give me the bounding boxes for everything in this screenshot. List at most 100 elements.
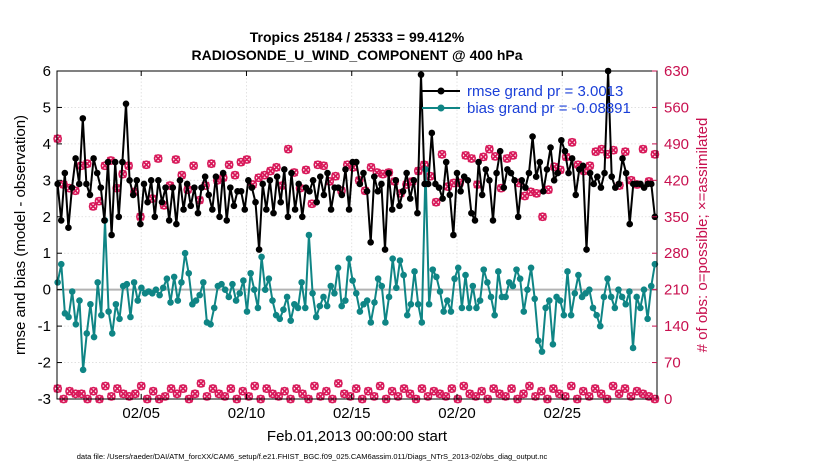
rmse-point: [79, 115, 87, 122]
bias-point: [556, 297, 564, 304]
rmse-point: [144, 198, 151, 206]
obs-possible-marker: [578, 386, 588, 396]
bias-point: [451, 275, 458, 283]
bias-point: [436, 288, 444, 295]
obs-top-point: [230, 170, 240, 180]
rmse-point: [619, 155, 626, 162]
obs-possible-marker: [178, 384, 188, 393]
bias-point: [593, 311, 600, 319]
obs-possible-marker: [292, 384, 301, 393]
obs-possible-marker: [471, 391, 481, 401]
x-tick-label: 02/15: [333, 405, 371, 422]
bias-point: [418, 319, 426, 326]
bias-point: [156, 291, 163, 299]
obs-bottom-point: [196, 378, 206, 388]
obs-possible-marker: [417, 384, 427, 393]
rmse-point: [72, 155, 79, 162]
bias-point: [542, 304, 549, 312]
rmse-point: [374, 187, 382, 195]
obs-possible-marker: [220, 391, 230, 401]
obs-assimilated-marker: [189, 161, 198, 170]
rmse-point: [363, 187, 371, 195]
bias-point: [447, 308, 455, 315]
obs-assimilated-marker: [272, 163, 281, 172]
obs-assimilated-marker: [230, 171, 240, 180]
rmse-point: [457, 187, 464, 195]
rmse-point: [442, 158, 450, 166]
bias-point: [327, 282, 335, 290]
rmse-point: [281, 166, 288, 173]
obs-assimilated-marker: [609, 381, 618, 391]
bias-point: [626, 288, 633, 295]
rmse-point: [230, 202, 238, 210]
rmse-point: [194, 209, 202, 217]
obs-assimilated-marker: [508, 151, 518, 160]
obs-top-point: [301, 165, 311, 175]
rmse-point: [561, 147, 569, 155]
rmse-point: [424, 180, 432, 188]
y2-tick-label: 560: [664, 99, 689, 116]
bias-point: [123, 280, 131, 288]
obs-top-point: [272, 162, 281, 172]
rmse-point: [446, 191, 454, 199]
bias-point: [200, 279, 207, 286]
x-tick-label: 02/10: [228, 405, 266, 422]
bias-point: [83, 330, 91, 337]
bias-point: [232, 297, 240, 304]
obs-possible-marker: [567, 137, 577, 147]
obs-possible-marker: [638, 144, 648, 154]
obs-possible-marker: [501, 391, 510, 401]
obs-possible-marker: [363, 386, 373, 396]
rmse-point: [554, 169, 562, 177]
bias-point: [243, 308, 251, 315]
obs-assimilated-marker: [538, 212, 547, 221]
obs-possible-marker: [206, 159, 216, 169]
obs-top-point: [224, 160, 234, 170]
obs-possible-marker: [393, 391, 403, 401]
obs-possible-marker: [148, 386, 158, 396]
rmse-point: [83, 180, 90, 188]
obs-possible-marker: [226, 384, 236, 393]
obs-possible-marker: [331, 171, 340, 181]
rmse-point: [219, 169, 227, 177]
obs-possible-marker: [224, 160, 234, 170]
rmse-point: [392, 177, 400, 184]
rmse-point: [378, 180, 385, 188]
bias-point: [170, 273, 178, 281]
rmse-point: [507, 169, 515, 177]
bias-point: [633, 293, 640, 301]
rmse-point: [403, 169, 410, 177]
rmse-point: [295, 180, 302, 188]
rmse-point: [291, 206, 299, 213]
rmse-point: [180, 206, 187, 213]
obs-bottom-point: [525, 381, 534, 391]
rmse-point: [75, 180, 83, 188]
bias-point: [640, 286, 648, 293]
rmse-point: [313, 198, 320, 206]
rmse-point: [93, 169, 101, 177]
obs-possible-marker: [189, 161, 199, 171]
rmse-point: [133, 177, 141, 184]
bias-point: [527, 264, 535, 272]
obs-assimilated-marker: [171, 155, 180, 164]
obs-assimilated-marker: [101, 381, 110, 391]
rmse-point: [597, 184, 605, 191]
obs-assimilated-marker: [207, 159, 216, 168]
bias-point: [218, 280, 225, 288]
obs-possible-marker: [262, 384, 272, 393]
obs-possible-marker: [53, 384, 63, 393]
rmse-point: [381, 246, 389, 253]
bias-point: [607, 293, 615, 301]
obs-assimilated-marker: [118, 170, 127, 179]
rmse-point: [540, 187, 547, 195]
bias-point: [611, 304, 619, 312]
rmse-point: [572, 191, 580, 199]
bias-point: [513, 266, 520, 273]
obs-top-point: [283, 144, 293, 154]
bias-point: [637, 304, 644, 312]
y2-tick-label: 70: [664, 355, 681, 372]
obs-assimilated-marker: [477, 387, 486, 396]
rmse-point: [212, 173, 220, 180]
obs-possible-marker: [319, 161, 329, 171]
rmse-point: [522, 184, 529, 191]
